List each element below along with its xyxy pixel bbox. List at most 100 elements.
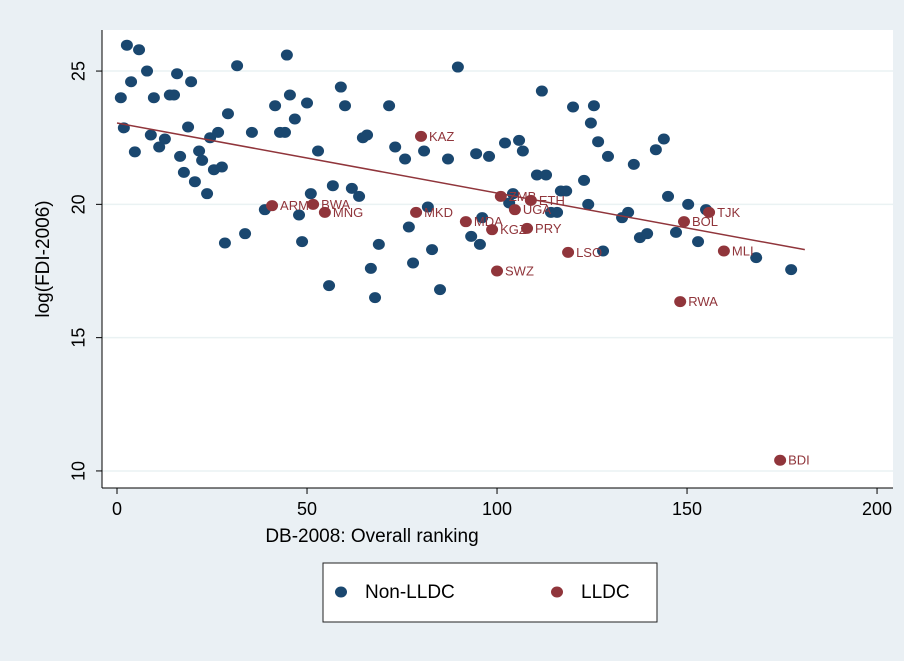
point [245,126,258,138]
point [434,284,447,296]
point-label: MKD [424,205,453,220]
point [465,230,478,242]
point [622,206,635,218]
point [141,65,154,77]
point [125,76,138,88]
point [670,226,683,238]
plot-area [102,30,893,488]
point [483,150,496,162]
point [144,129,157,141]
point [318,206,331,218]
point [421,201,434,213]
point-label: SWZ [505,263,534,278]
point [218,237,231,249]
point [551,206,564,218]
point [597,245,610,257]
point [221,108,234,120]
point-label: ETH [539,193,565,208]
point [296,236,309,248]
point [562,246,575,258]
point [459,216,472,228]
point [410,206,423,218]
point [399,153,412,165]
point [499,137,512,149]
point [171,68,184,80]
point [372,238,385,250]
point [239,228,252,240]
point [476,212,489,224]
legend-label: Non-LLDC [365,582,455,603]
point [326,180,339,192]
point [201,188,214,200]
point [560,185,573,197]
point [418,145,431,157]
point [582,198,595,210]
point-label: LSO [576,245,602,260]
point-label: TJK [717,205,740,220]
point [649,144,662,156]
point [442,153,455,165]
point [147,92,160,104]
point [364,262,377,274]
point [470,148,483,160]
point-label: MNG [333,205,363,220]
point [524,194,537,206]
point [128,146,141,158]
point [491,265,504,277]
legend-marker [335,586,347,598]
point [158,133,171,145]
point [774,454,787,466]
x-tick-label: 50 [297,499,317,519]
point [168,89,181,101]
point [345,182,358,194]
point [584,117,597,129]
point [353,190,366,202]
point [278,126,291,138]
y-tick-label: 25 [69,61,89,81]
point [323,280,336,292]
point [389,141,402,153]
point [269,100,282,112]
point [657,133,670,145]
point [334,81,347,93]
point [587,100,600,112]
y-tick-label: 10 [69,461,89,481]
point [513,134,526,146]
point [307,198,320,210]
point [674,296,687,308]
point-label: MLI [732,243,754,258]
point [426,244,439,256]
point [304,188,317,200]
point [785,264,798,276]
point [182,121,195,133]
point [383,100,396,112]
point [486,224,499,236]
point [592,136,605,148]
point [177,166,190,178]
point [266,200,279,212]
x-tick-label: 0 [112,499,122,519]
point [473,238,486,250]
point-label: ARM [280,198,309,213]
point [185,76,198,88]
point [521,222,534,234]
fit-line [116,122,805,251]
point [301,97,314,109]
point [662,190,675,202]
legend-box [322,562,658,623]
point [188,176,201,188]
point [114,92,127,104]
legend-label: LLDC [581,582,630,603]
point [627,158,640,170]
point [567,101,580,113]
point [174,150,187,162]
point [120,39,133,51]
point [193,145,206,157]
x-tick-label: 100 [482,499,512,519]
point [601,150,614,162]
point [451,61,464,73]
point [508,204,521,216]
x-tick-label: 200 [862,499,892,519]
